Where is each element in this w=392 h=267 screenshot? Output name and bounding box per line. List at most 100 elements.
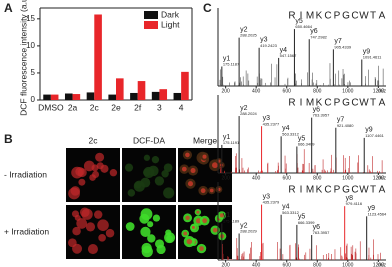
x-axis-label: m/z [378, 262, 387, 267]
bar [173, 92, 182, 100]
mz-label: 288.2024 [240, 111, 257, 116]
panel-label: A [4, 1, 13, 15]
residue: G [342, 11, 350, 22]
cell-nucleus [190, 168, 196, 174]
residue: W [359, 11, 369, 22]
ion-label: y4 [282, 125, 290, 132]
cell-nucleus [200, 188, 206, 194]
cell [166, 235, 174, 243]
residue: W [359, 185, 369, 196]
mz-label: 288.2025 [240, 33, 257, 38]
cell [143, 168, 151, 177]
mz-label: 763.3957 [313, 230, 330, 235]
cell-nucleus [185, 152, 190, 158]
cell [72, 243, 83, 254]
residue: T [370, 98, 376, 109]
cell [163, 187, 175, 199]
mz-label: 979.4116 [346, 201, 363, 206]
residue: P [334, 98, 341, 109]
ion-label: y9 [365, 127, 373, 134]
cell [165, 229, 172, 236]
row-label: + Irradiation [4, 226, 49, 236]
mz-label: 419.2423 [260, 43, 277, 48]
bar [137, 81, 146, 100]
y-tick-label: 5 [31, 68, 36, 77]
mz-label: 175.1187 [223, 62, 240, 67]
bar [72, 94, 81, 100]
cell [79, 207, 90, 218]
mz-label: 763.3957 [313, 113, 330, 118]
column-header: DCF-DA [133, 135, 165, 145]
residue: C [351, 98, 358, 109]
x-tick-label: 600 [283, 88, 292, 94]
bar [159, 89, 168, 100]
cell-nucleus [212, 227, 218, 233]
residue: C [324, 185, 331, 196]
y-tick-label: 0 [31, 95, 36, 104]
cell [155, 239, 165, 249]
bar [86, 92, 95, 100]
ion-label: y3 [263, 193, 271, 200]
mz-label: 175.1191 [223, 140, 240, 145]
x-tick-label: 400 [252, 262, 261, 267]
legend-swatch [144, 11, 158, 19]
cell-nucleus [187, 181, 194, 187]
x-tick-label: 600 [283, 175, 292, 181]
x-tick-label: 800 [313, 262, 322, 267]
x-tick-label: 3 [157, 102, 162, 112]
cell-nucleus [186, 238, 193, 245]
cell [68, 187, 81, 200]
residue: P [334, 11, 341, 22]
cell-nucleus [202, 154, 207, 159]
x-tick-label: 400 [252, 175, 261, 181]
x-tick-label: 400 [252, 88, 261, 94]
cell [125, 222, 135, 231]
x-tick-label: 1200 [373, 262, 384, 267]
mz-label: 563.3312 [282, 210, 299, 215]
bar [43, 94, 51, 100]
cell [91, 164, 99, 172]
ion-label: y7 [337, 117, 345, 124]
mz-label: 288.2029 [240, 229, 257, 234]
ion-label: y7 [334, 38, 342, 45]
mz-label: 435.2379 [263, 200, 280, 205]
x-tick-label: 200 [221, 88, 230, 94]
cell [85, 222, 96, 232]
x-tick-label: 1000 [342, 262, 353, 267]
legend-swatch [144, 21, 158, 29]
residue: C [324, 98, 331, 109]
x-tick-label: 2f [134, 102, 142, 112]
mz-label: 435.2377 [263, 121, 280, 126]
ion-label: y8 [346, 195, 354, 202]
mz-label: 666.3409 [298, 142, 315, 147]
residue: I [300, 11, 303, 22]
ion-label: y1 [223, 212, 231, 219]
residue: T [370, 11, 376, 22]
cell [98, 234, 106, 242]
residue: A [379, 98, 386, 109]
y-tick-label: 15 [26, 14, 35, 23]
residue: R [288, 98, 295, 109]
residue: A [379, 185, 386, 196]
residue: M [306, 185, 314, 196]
cell-nucleus [195, 218, 202, 224]
ion-label: y5 [298, 135, 306, 142]
bar [94, 14, 102, 100]
residue: C [351, 11, 358, 22]
mz-label: 1107.4461 [365, 133, 384, 138]
cell [152, 214, 161, 222]
cell [72, 226, 81, 236]
column-header: 2c [89, 135, 99, 145]
residue: K [316, 11, 323, 22]
mz-label: 747.2982 [310, 34, 327, 39]
cell [109, 169, 118, 177]
cell-nucleus [219, 213, 224, 218]
ion-label: y1 [223, 55, 231, 62]
x-axis-label: m/z [378, 88, 387, 94]
ion-label: y2 [240, 105, 248, 112]
row-label: - Irradiation [4, 169, 47, 179]
residue: R [288, 185, 295, 196]
cell [124, 163, 134, 172]
cell [133, 180, 145, 192]
